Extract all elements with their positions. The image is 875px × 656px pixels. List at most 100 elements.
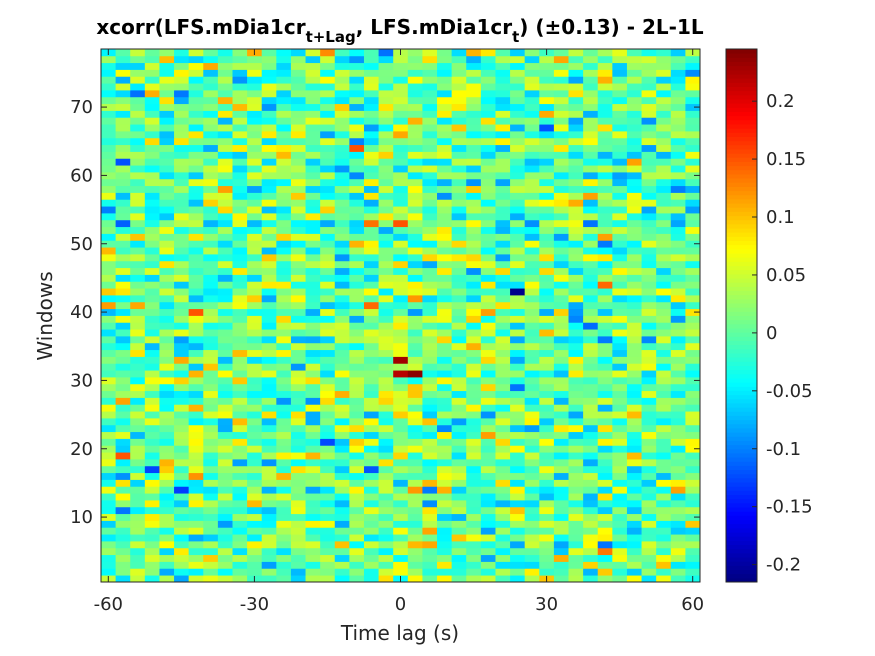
heatmap-cell [553,513,569,521]
heatmap-cell [685,424,701,433]
heatmap-cell [232,424,248,433]
heatmap-cell [188,431,204,439]
heatmap-cell [276,274,292,282]
heatmap-cell [656,192,672,200]
heatmap-cell [437,233,453,241]
heatmap-cell [320,308,336,316]
colorbar-segment [726,490,757,496]
heatmap-cell [276,110,292,118]
heatmap-cell [641,493,657,501]
heatmap-cell [656,49,672,57]
heatmap-cell [320,158,336,166]
heatmap-cell [422,172,438,180]
heatmap-cell [612,363,628,371]
heatmap-cell [203,117,219,125]
heatmap-cell [305,247,321,255]
heatmap-cell [378,356,394,364]
heatmap-cell [261,219,277,228]
heatmap-cell [334,575,350,583]
heatmap-cell [232,288,248,296]
heatmap-cell [378,568,394,576]
heatmap-cell [612,445,628,453]
heatmap-cell [290,281,306,289]
colorbar-segment [726,165,757,171]
heatmap-cell [524,274,540,282]
colorbar-segment [726,157,757,162]
heatmap-cell [685,295,701,303]
heatmap-cell [466,76,482,84]
heatmap-cell [334,431,350,439]
heatmap-cell [670,342,686,351]
heatmap-cell [203,322,219,330]
heatmap-cell [130,219,146,228]
heatmap-cell [670,554,686,562]
heatmap-cell [217,541,233,549]
heatmap-cell [247,267,263,275]
heatmap-cell [203,431,219,439]
heatmap-cell [626,390,642,398]
heatmap-cell [656,520,672,528]
heatmap-cell [583,431,599,439]
heatmap-cell [422,479,438,487]
heatmap-cell [583,137,599,146]
heatmap-cell [334,342,350,351]
heatmap-cell [276,465,292,474]
heatmap-cell [144,411,160,419]
heatmap-cell [553,172,569,180]
heatmap-cell [451,144,467,152]
heatmap-cell [656,117,672,125]
heatmap-cell [334,301,350,310]
heatmap-cell [378,383,394,392]
heatmap-cell [524,267,540,275]
heatmap-cell [130,185,146,193]
heatmap-cell [217,370,233,378]
heatmap-cell [407,383,423,392]
heatmap-cell [305,124,321,132]
heatmap-cell [363,62,379,70]
heatmap-cell [685,260,701,269]
heatmap-cell [247,199,263,207]
heatmap-cell [422,472,438,480]
heatmap-cell [188,493,204,501]
colorbar-segment [726,573,757,579]
heatmap-cell [393,103,409,111]
heatmap-cell [320,96,336,105]
heatmap-cell [407,568,423,576]
heatmap-cell [203,349,219,357]
heatmap-cell [232,49,248,57]
colorbar-segment [726,357,757,362]
heatmap-cell [101,165,117,173]
heatmap-cell [334,144,350,152]
heatmap-cell [583,404,599,412]
colorbar-segment [726,419,757,425]
heatmap-cell [349,137,365,146]
heatmap-cell [656,547,672,556]
heatmap-cell [583,267,599,275]
heatmap-cell [553,144,569,152]
heatmap-cell [480,301,496,310]
heatmap-cell [466,424,482,433]
heatmap-cell [685,288,701,296]
heatmap-cell [115,459,131,467]
heatmap-cell [261,431,277,439]
heatmap-cell [320,445,336,453]
heatmap-cell [305,459,321,467]
heatmap-cell [451,137,467,146]
heatmap-cell [203,459,219,467]
heatmap-cell [232,295,248,303]
heatmap-cell [174,527,190,535]
colorbar-segment [726,552,757,558]
heatmap-cell [217,69,233,77]
heatmap-cell [320,541,336,549]
heatmap-cell [130,356,146,364]
heatmap-cell [568,165,584,173]
heatmap-cell [393,445,409,453]
heatmap-cell [349,493,365,501]
heatmap-cell [247,534,263,542]
heatmap-cell [320,151,336,159]
heatmap-cell [510,288,526,296]
heatmap-cell [320,329,336,337]
colorbar-segment [726,319,757,325]
heatmap-cell [334,69,350,77]
heatmap-cell [466,459,482,467]
